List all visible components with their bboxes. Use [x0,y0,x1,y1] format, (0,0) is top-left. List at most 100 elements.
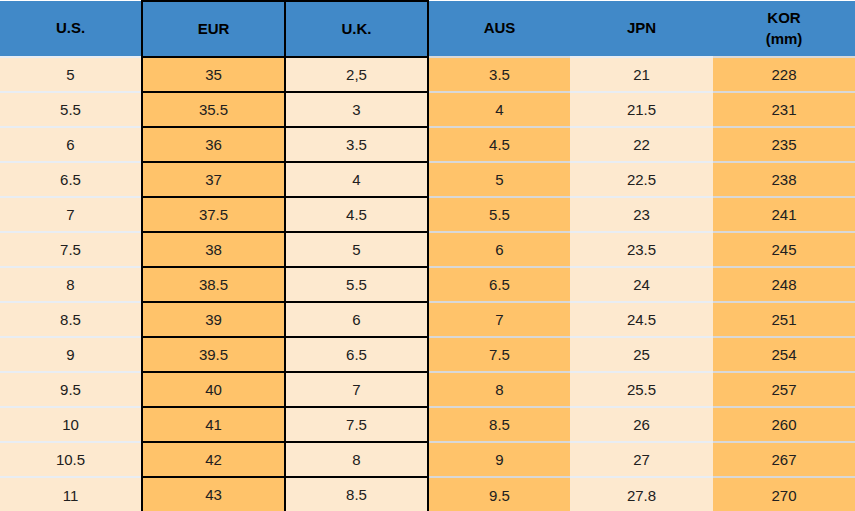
cell-jpn: 27.8 [570,477,713,511]
cell-jpn: 26 [570,407,713,442]
cell-aus: 8 [428,372,570,407]
cell-us: 6 [0,127,142,162]
cell-aus: 7.5 [428,337,570,372]
size-conversion-page: U.S. EUR U.K. AUS JPN KOR (mm) 5 35 2,5 … [0,0,855,511]
cell-aus: 4.5 [428,127,570,162]
cell-eur: 39 [142,302,285,337]
table-header: U.S. EUR U.K. AUS JPN KOR (mm) [0,1,855,57]
cell-kor: 260 [713,407,855,442]
cell-uk: 3 [285,92,428,127]
cell-jpn: 27 [570,442,713,477]
size-conversion-table: U.S. EUR U.K. AUS JPN KOR (mm) 5 35 2,5 … [0,0,855,511]
cell-kor: 251 [713,302,855,337]
table-row: 8.5 39 6 7 24.5 251 [0,302,855,337]
cell-kor: 231 [713,92,855,127]
cell-eur: 37.5 [142,197,285,232]
cell-jpn: 25 [570,337,713,372]
header-eur: EUR [142,1,285,57]
header-us: U.S. [0,1,142,57]
cell-jpn: 22 [570,127,713,162]
cell-us: 10.5 [0,442,142,477]
cell-kor: 267 [713,442,855,477]
cell-uk: 7.5 [285,407,428,442]
cell-aus: 9 [428,442,570,477]
table-row: 10.5 42 8 9 27 267 [0,442,855,477]
cell-kor: 228 [713,57,855,92]
cell-uk: 5 [285,232,428,267]
table-row: 5.5 35.5 3 4 21.5 231 [0,92,855,127]
cell-aus: 5.5 [428,197,570,232]
cell-aus: 7 [428,302,570,337]
cell-kor: 248 [713,267,855,302]
cell-eur: 35.5 [142,92,285,127]
cell-us: 5.5 [0,92,142,127]
header-row: U.S. EUR U.K. AUS JPN KOR (mm) [0,1,855,57]
cell-uk: 6.5 [285,337,428,372]
cell-eur: 36 [142,127,285,162]
cell-kor: 254 [713,337,855,372]
header-kor: KOR (mm) [713,1,855,57]
cell-aus: 8.5 [428,407,570,442]
cell-us: 9 [0,337,142,372]
cell-eur: 42 [142,442,285,477]
header-jpn: JPN [570,1,713,57]
cell-us: 7 [0,197,142,232]
table-row: 10 41 7.5 8.5 26 260 [0,407,855,442]
cell-uk: 8.5 [285,477,428,511]
cell-eur: 37 [142,162,285,197]
cell-eur: 39.5 [142,337,285,372]
cell-eur: 35 [142,57,285,92]
cell-aus: 6.5 [428,267,570,302]
cell-jpn: 21.5 [570,92,713,127]
cell-jpn: 23.5 [570,232,713,267]
cell-jpn: 21 [570,57,713,92]
cell-jpn: 23 [570,197,713,232]
cell-kor: 270 [713,477,855,511]
cell-kor: 235 [713,127,855,162]
cell-jpn: 24 [570,267,713,302]
table-row: 6.5 37 4 5 22.5 238 [0,162,855,197]
header-kor-label: KOR [713,8,855,28]
table-row: 6 36 3.5 4.5 22 235 [0,127,855,162]
table-row: 9 39.5 6.5 7.5 25 254 [0,337,855,372]
cell-uk: 4.5 [285,197,428,232]
cell-uk: 2,5 [285,57,428,92]
cell-jpn: 22.5 [570,162,713,197]
cell-eur: 43 [142,477,285,511]
header-uk: U.K. [285,1,428,57]
cell-us: 8 [0,267,142,302]
cell-us: 10 [0,407,142,442]
table-row: 5 35 2,5 3.5 21 228 [0,57,855,92]
header-aus: AUS [428,1,570,57]
cell-us: 9.5 [0,372,142,407]
cell-us: 8.5 [0,302,142,337]
cell-aus: 9.5 [428,477,570,511]
cell-eur: 38 [142,232,285,267]
cell-eur: 40 [142,372,285,407]
cell-aus: 4 [428,92,570,127]
table-row: 7.5 38 5 6 23.5 245 [0,232,855,267]
cell-eur: 38.5 [142,267,285,302]
header-kor-sublabel: (mm) [713,29,855,49]
cell-uk: 3.5 [285,127,428,162]
cell-us: 6.5 [0,162,142,197]
cell-jpn: 25.5 [570,372,713,407]
cell-uk: 8 [285,442,428,477]
cell-jpn: 24.5 [570,302,713,337]
cell-aus: 5 [428,162,570,197]
cell-us: 11 [0,477,142,511]
cell-aus: 6 [428,232,570,267]
cell-us: 7.5 [0,232,142,267]
cell-kor: 238 [713,162,855,197]
cell-uk: 4 [285,162,428,197]
cell-uk: 5.5 [285,267,428,302]
cell-eur: 41 [142,407,285,442]
table-row: 11 43 8.5 9.5 27.8 270 [0,477,855,511]
cell-uk: 7 [285,372,428,407]
table-row: 9.5 40 7 8 25.5 257 [0,372,855,407]
cell-us: 5 [0,57,142,92]
cell-aus: 3.5 [428,57,570,92]
cell-uk: 6 [285,302,428,337]
cell-kor: 257 [713,372,855,407]
cell-kor: 241 [713,197,855,232]
